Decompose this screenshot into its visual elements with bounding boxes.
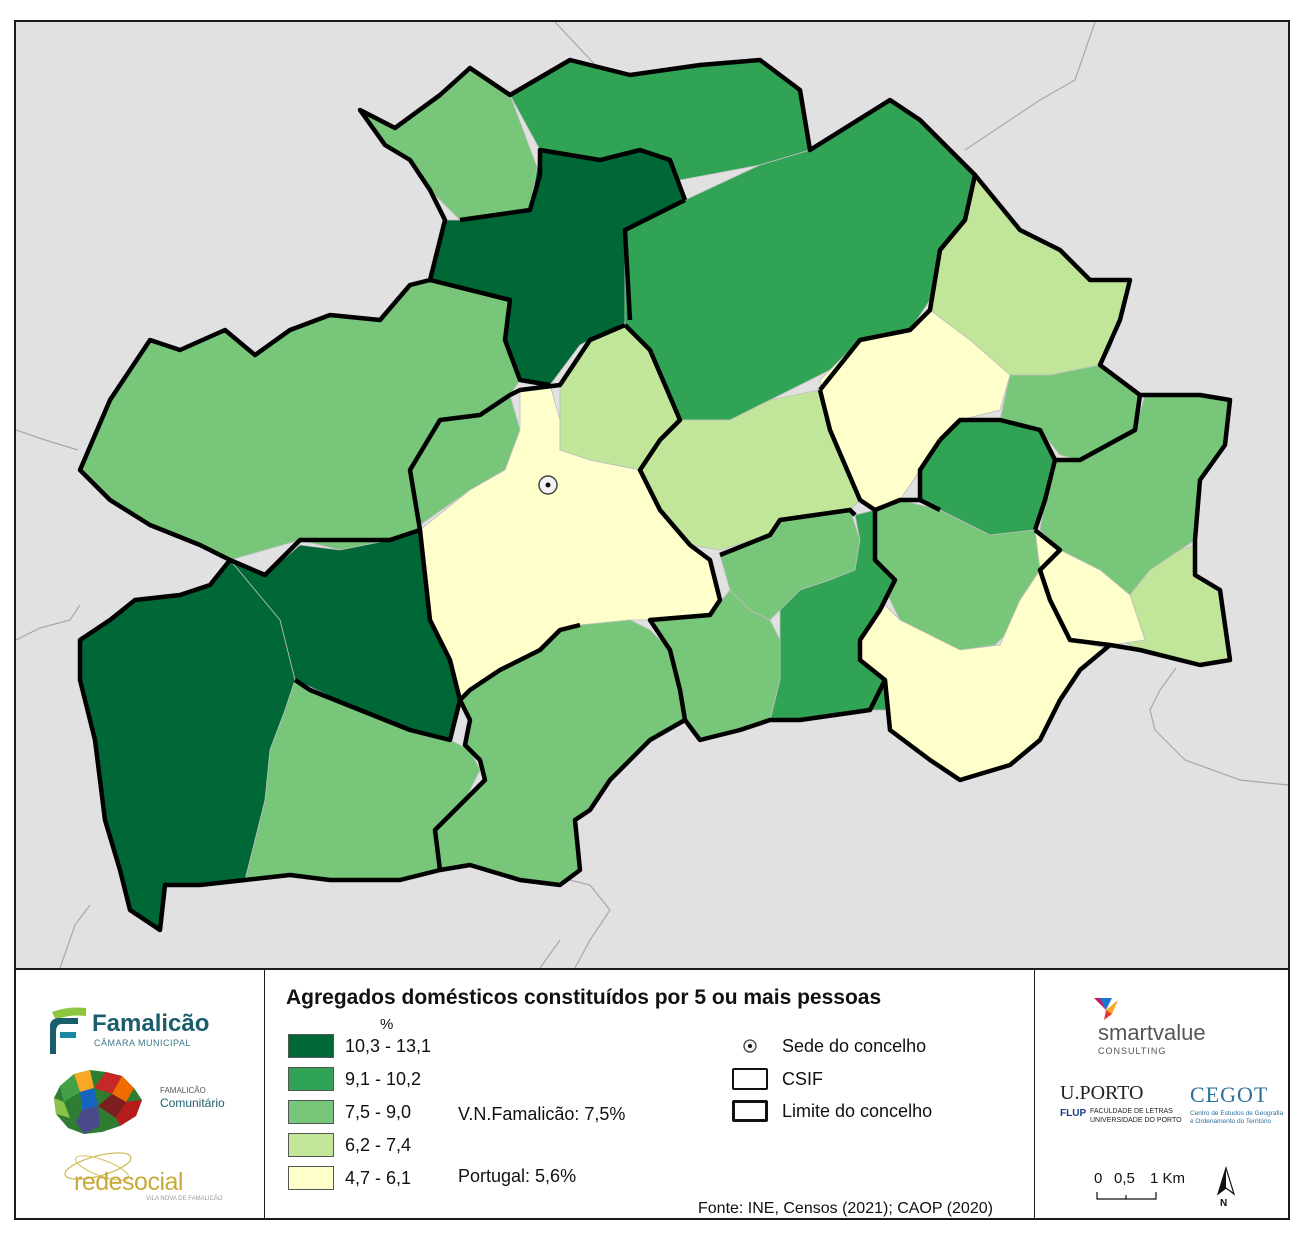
legend-panel: Famalicão CÂMARA MUNICIPAL FAMALICÃO Com…	[14, 968, 1290, 1220]
scale-tick-0: 0	[1094, 1170, 1103, 1187]
comunitario-main: Comunitário	[160, 1096, 225, 1110]
legend-swatch-class-1	[288, 1034, 334, 1058]
sede-symbol-icon	[743, 1039, 757, 1053]
flup-line-2: UNIVERSIDADE DO PORTO	[1090, 1117, 1182, 1124]
legend-label-class-5: 4,7 - 6,1	[345, 1168, 412, 1188]
legend-swatch-class-5	[288, 1166, 334, 1190]
redesocial-sub: VILA NOVA DE FAMALICÃO	[146, 1196, 223, 1202]
smartvalue-mark-icon	[1094, 998, 1118, 1020]
famalicao-name: Famalicão	[92, 1010, 210, 1037]
divider-left	[264, 970, 265, 1220]
cegot-line-1: Centro de Estudos de Geografia	[1190, 1110, 1284, 1117]
smartvalue-name: smartvalue	[1098, 1020, 1206, 1045]
stat-portugal: Portugal: 5,6%	[458, 1166, 577, 1186]
source-note: Fonte: INE, Censos (2021); CAOP (2020)	[698, 1200, 993, 1217]
legend-swatch-class-3	[288, 1100, 334, 1124]
divider-right	[1034, 970, 1035, 1220]
sede-do-concelho-marker[interactable]	[538, 475, 558, 495]
legend-label-class-1: 10,3 - 13,1	[345, 1036, 432, 1056]
north-arrow-icon	[1216, 1166, 1236, 1196]
cegot-line-2: e Ordenamento do Território	[1190, 1118, 1272, 1125]
north-label: N	[1220, 1198, 1228, 1209]
choropleth-map[interactable]	[16, 22, 1288, 968]
legend-label-class-2: 9,1 - 10,2	[345, 1069, 422, 1089]
legend-label-class-4: 6,2 - 7,4	[345, 1135, 412, 1155]
redesocial-swirl-icon	[64, 1152, 132, 1181]
csif-boundaries	[77, 57, 1233, 933]
flup-tag: FLUP	[1060, 1108, 1087, 1119]
cegot-name: CEGOT	[1190, 1082, 1269, 1107]
scale-tick-1km: 1 Km	[1150, 1170, 1186, 1187]
legend-swatch-class-4	[288, 1133, 334, 1157]
legend-unit: %	[380, 1016, 394, 1033]
legend-limite-label: Limite do concelho	[782, 1101, 933, 1121]
famalicao-subtitle: CÂMARA MUNICIPAL	[94, 1038, 191, 1048]
legend-label-class-3: 7,5 - 9,0	[345, 1102, 412, 1122]
smartvalue-sub: CONSULTING	[1098, 1046, 1167, 1056]
parishes	[79, 59, 1231, 931]
csif-symbol-icon	[732, 1068, 768, 1090]
stat-vnf: V.N.Famalicão: 7,5%	[458, 1104, 626, 1124]
uporto-name: U.PORTO	[1060, 1082, 1144, 1104]
legend-sede-label: Sede do concelho	[782, 1036, 927, 1056]
comunitario-top: FAMALICÃO	[160, 1086, 206, 1095]
legend-swatch-class-2	[288, 1067, 334, 1091]
redesocial-main: redesocial	[74, 1168, 183, 1196]
legend-title: Agregados domésticos constituídos por 5 …	[286, 986, 882, 1009]
scale-tick-05: 0,5	[1114, 1170, 1135, 1187]
limite-symbol-icon	[732, 1100, 768, 1122]
flup-line-1: FACULDADE DE LETRAS	[1090, 1108, 1173, 1115]
famalicao-emblem-icon	[50, 1007, 86, 1054]
legend-csif-label: CSIF	[782, 1069, 824, 1089]
scale-bar-graphic	[1096, 1192, 1157, 1200]
comunitario-map-icon	[54, 1070, 142, 1134]
